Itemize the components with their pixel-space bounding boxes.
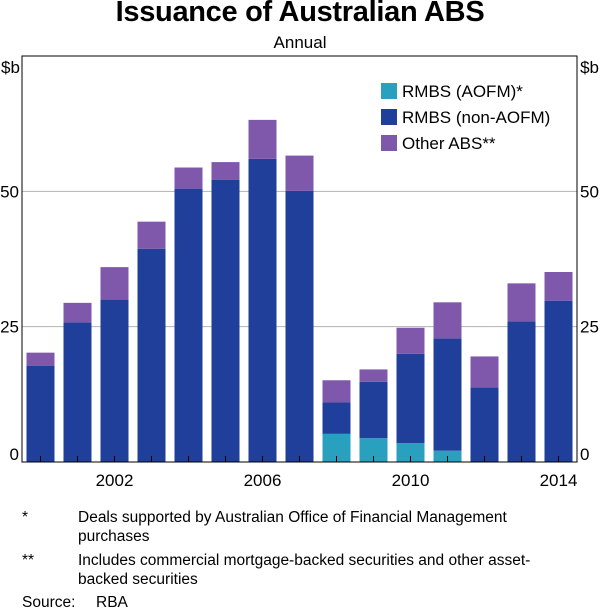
source-line: Source: RBA — [22, 594, 128, 612]
y-tick-label-right-0: 0 — [580, 445, 589, 464]
bar-2009-series-1 — [359, 381, 388, 439]
footnote-2-text: Includes commercial mortgage-backed secu… — [78, 552, 531, 588]
bar-2002-series-1 — [100, 299, 129, 462]
bar-2002-series-2 — [100, 267, 129, 300]
bar-2009-series-0 — [359, 438, 388, 462]
bar-2010-series-1 — [396, 353, 425, 444]
source-value: RBA — [96, 594, 128, 611]
bar-2010-series-0 — [396, 443, 425, 462]
bar-2007-series-1 — [285, 190, 314, 463]
chart-subtitle: Annual — [273, 33, 327, 52]
bar-2008-series-1 — [322, 402, 351, 434]
bar-2001-series-2 — [63, 302, 92, 323]
y-tick-label-left-50: 50 — [0, 182, 19, 201]
bar-2001-series-1 — [63, 322, 92, 462]
y-axis-label-right: $b — [580, 58, 599, 77]
x-tick-label-2014: 2014 — [540, 471, 578, 490]
bar-2014-series-2 — [544, 271, 573, 301]
footnote-1-mark: * — [22, 509, 29, 526]
x-tick-label-2002: 2002 — [96, 471, 134, 490]
bar-2013-series-2 — [507, 283, 536, 322]
bar-2012-series-1 — [470, 387, 499, 462]
bar-2004-series-1 — [174, 188, 203, 463]
bar-2006-series-1 — [248, 158, 277, 462]
bar-2004-series-2 — [174, 167, 203, 189]
bar-2012-series-2 — [470, 356, 499, 388]
bar-2011-series-1 — [433, 338, 462, 451]
bar-2003-series-2 — [137, 221, 166, 249]
footnote-2-mark: ** — [22, 552, 35, 569]
bar-2005-series-1 — [211, 179, 240, 462]
chart-title: Issuance of Australian ABS — [115, 0, 485, 28]
legend-label-2: Other ABS** — [402, 134, 496, 153]
bar-2000-series-2 — [26, 352, 55, 366]
bar-2000-series-1 — [26, 365, 55, 462]
legend-swatch-1 — [381, 109, 397, 125]
y-tick-label-right-50: 50 — [580, 182, 599, 201]
legend-swatch-2 — [381, 135, 397, 151]
x-tick-label-2010: 2010 — [392, 471, 430, 490]
bar-2011-series-2 — [433, 302, 462, 339]
bar-2007-series-2 — [285, 155, 314, 191]
bar-2009-series-2 — [359, 369, 388, 382]
footnote-1-text: Deals supported by Australian Office of … — [78, 509, 507, 545]
legend-label-1: RMBS (non-AOFM) — [402, 108, 550, 127]
bar-2006-series-2 — [248, 119, 277, 159]
x-tick-label-2006: 2006 — [244, 471, 282, 490]
y-tick-label-left-25: 25 — [0, 318, 19, 337]
bar-2005-series-2 — [211, 162, 240, 180]
y-tick-label-left-0: 0 — [10, 445, 19, 464]
y-axis-label-left: $b — [1, 58, 20, 77]
legend-label-0: RMBS (AOFM)* — [402, 82, 523, 101]
bar-2008-series-2 — [322, 380, 351, 403]
bar-2014-series-1 — [544, 300, 573, 462]
bar-2003-series-1 — [137, 248, 166, 462]
y-tick-label-right-25: 25 — [580, 318, 599, 337]
bar-2013-series-1 — [507, 321, 536, 462]
bar-2010-series-2 — [396, 327, 425, 354]
legend-swatch-0 — [381, 83, 397, 99]
source-label: Source: — [22, 594, 76, 611]
